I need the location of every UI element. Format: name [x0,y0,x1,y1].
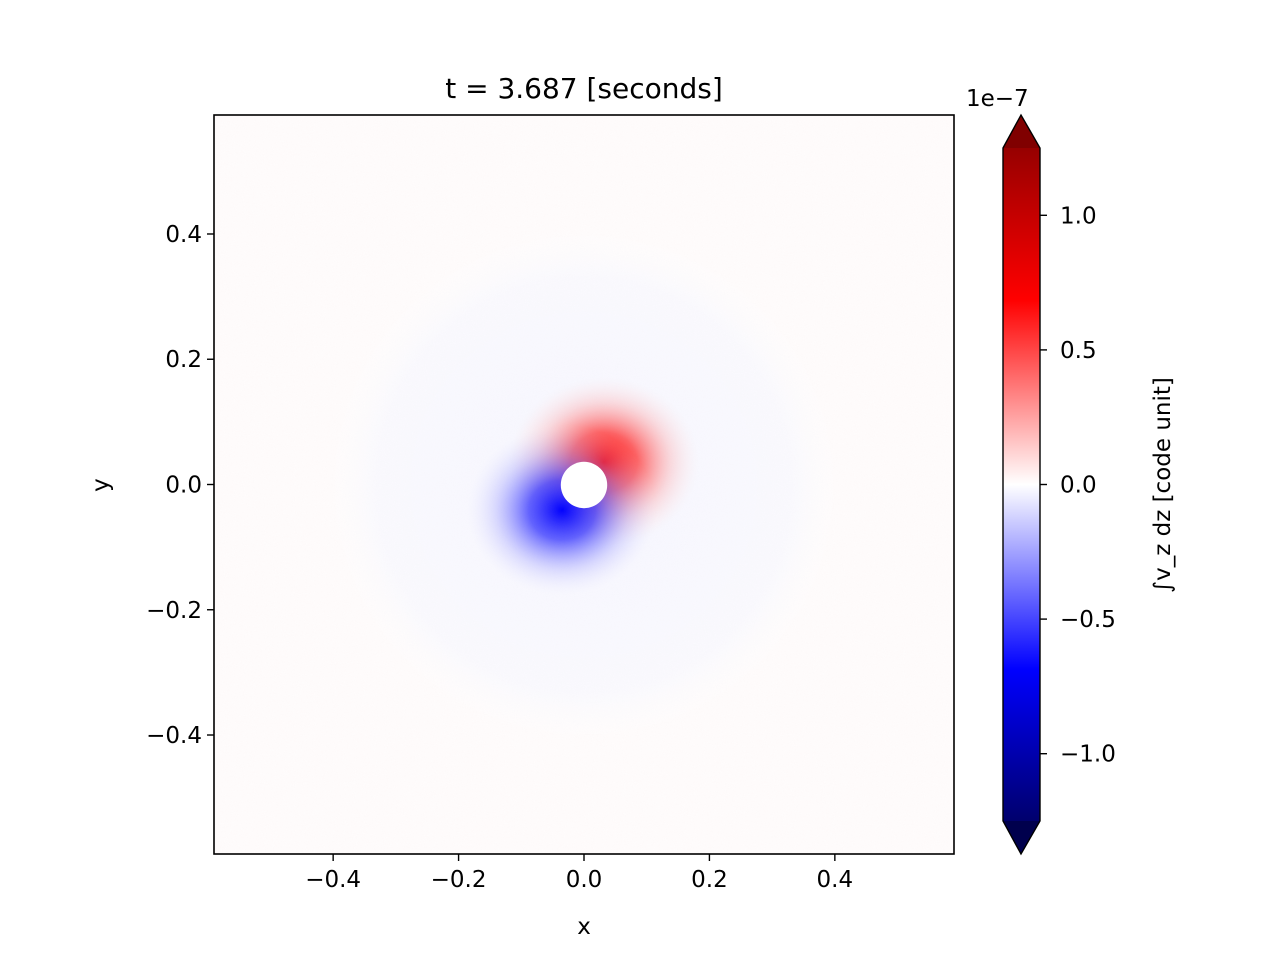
colorbar-outline [1002,113,1041,856]
colorbar-body [1003,115,1040,854]
colorbar-bottom-extend [1003,821,1040,854]
x-tick-label: 0.2 [691,867,728,893]
plot-area: −0.4 −0.2 0.0 0.2 0.4 0.4 0.2 0.0 −0.2 −0.4 [146,114,955,893]
sink-particle-hole [560,461,608,509]
y-tick-label: −0.4 [146,723,202,749]
y-tick-label: 0.2 [165,347,202,373]
y-axis-ticks: 0.4 0.2 0.0 −0.2 −0.4 [146,222,214,749]
colorbar-top-extend [1003,115,1040,148]
colorbar-label-text: ∫v_z dz [code unit] [1150,377,1176,593]
colorbar-tick-label: −1.0 [1060,742,1116,768]
y-tick-label: 0.4 [165,222,202,248]
y-tick-label: 0.0 [165,473,202,499]
colorbar-tick-label: −0.5 [1060,607,1116,633]
x-axis-label: x [577,914,591,940]
colorbar-tick-label: 0.0 [1060,473,1097,499]
colorbar-tick-label: 1.0 [1060,203,1097,229]
y-axis-label: y [88,478,114,492]
colorbar: 1.0 0.5 0.0 −0.5 −1.0 1e−7 ∫v_z dz [code uni… [966,86,1176,856]
colorbar-label: ∫v_z dz [code unit] [1150,377,1176,593]
chart-title: t = 3.687 [seconds] [445,72,723,105]
heatmap-field [214,115,954,854]
colorbar-tick-label: 0.5 [1060,338,1097,364]
x-tick-label: 0.4 [817,867,854,893]
x-tick-label: 0.0 [566,867,603,893]
x-tick-label: −0.4 [305,867,361,893]
colorbar-ticks: 1.0 0.5 0.0 −0.5 −1.0 [1040,203,1116,768]
x-tick-label: −0.2 [431,867,487,893]
colorbar-offset-text: 1e−7 [966,86,1029,112]
y-tick-label: −0.2 [146,598,202,624]
x-axis-ticks: −0.4 −0.2 0.0 0.2 0.4 [305,854,853,893]
